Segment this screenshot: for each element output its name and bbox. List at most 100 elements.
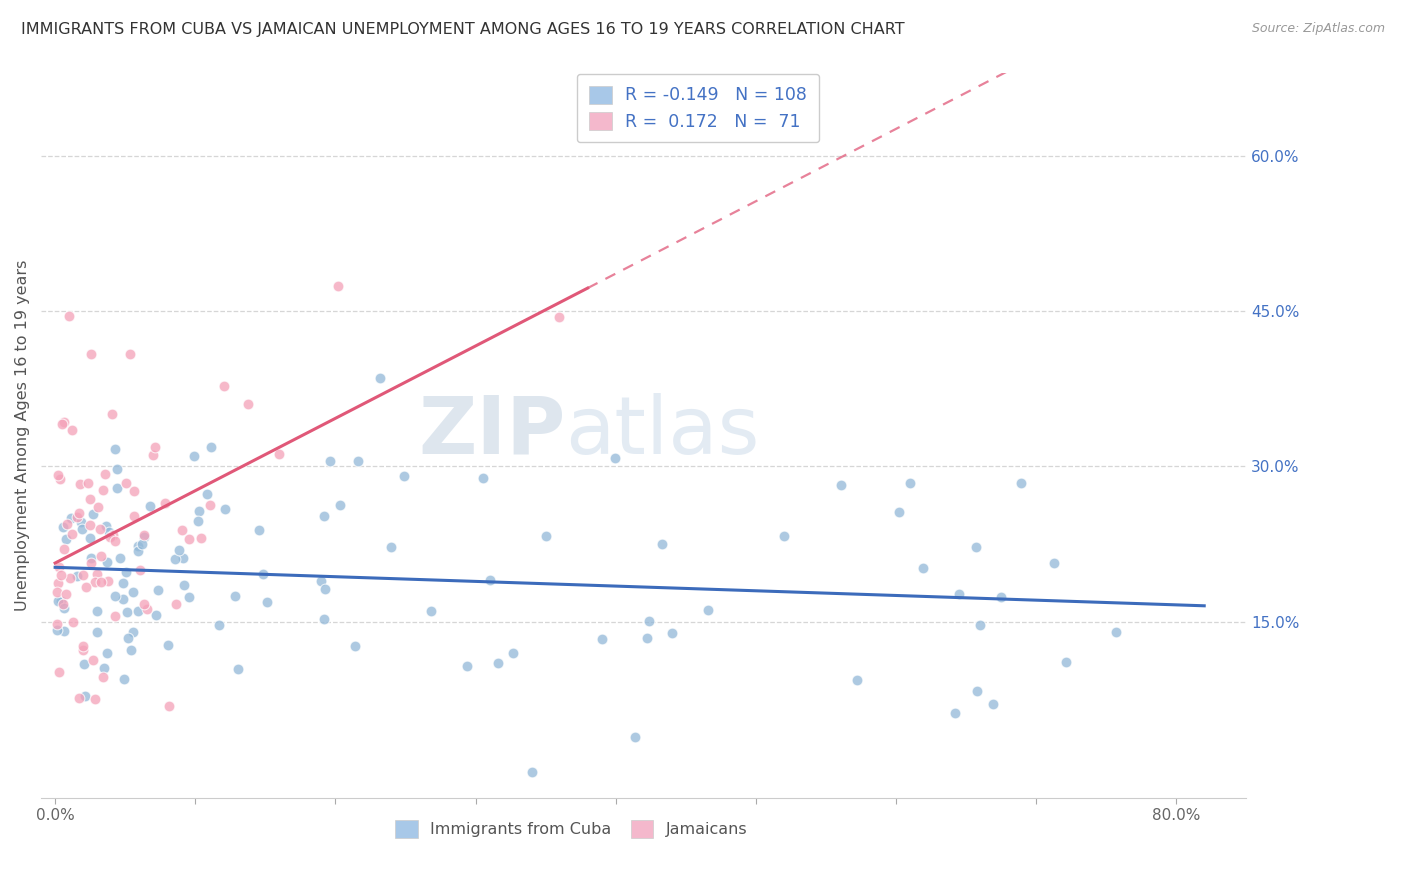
Point (72, 643, 94, 657)
Point (98, 530, 121, 544)
Point (51, 568, 73, 582)
Point (173, 577, 195, 591)
Point (312, 509, 335, 524)
Point (84, 691, 107, 706)
Point (111, 592, 134, 607)
Point (55, 533, 77, 547)
Point (965, 541, 987, 555)
Point (419, 604, 441, 618)
Text: Source: ZipAtlas.com: Source: ZipAtlas.com (1251, 22, 1385, 36)
Point (53, 601, 76, 615)
Point (329, 498, 352, 512)
Point (67, 690, 90, 705)
Point (132, 528, 155, 542)
Text: atlas: atlas (565, 392, 759, 471)
Point (190, 531, 212, 545)
Point (59, 572, 82, 586)
Point (46, 616, 69, 631)
Point (122, 585, 145, 599)
Point (135, 601, 157, 615)
Point (346, 454, 368, 468)
Point (86, 604, 108, 618)
Point (104, 609, 127, 624)
Point (142, 449, 165, 463)
Point (115, 476, 138, 491)
Text: IMMIGRANTS FROM CUBA VS JAMAICAN UNEMPLOYMENT AMONG AGES 16 TO 19 YEARS CORRELAT: IMMIGRANTS FROM CUBA VS JAMAICAN UNEMPLO… (21, 22, 904, 37)
Point (486, 656, 509, 670)
Point (314, 582, 336, 596)
Point (79, 531, 101, 545)
Point (105, 462, 128, 476)
Point (79, 518, 101, 533)
Point (198, 498, 221, 512)
Point (256, 595, 278, 609)
Point (328, 279, 350, 293)
Point (177, 590, 200, 604)
Point (127, 539, 149, 553)
Point (93, 661, 115, 675)
Point (51, 417, 73, 431)
Point (87, 500, 110, 514)
Point (183, 449, 205, 463)
Point (661, 625, 683, 640)
Point (46, 576, 69, 591)
Point (177, 533, 200, 547)
Point (127, 544, 149, 558)
Point (636, 631, 658, 645)
Point (108, 551, 131, 566)
Point (75, 689, 97, 703)
Point (132, 598, 155, 612)
Point (67, 506, 90, 520)
Point (591, 632, 613, 646)
Point (948, 587, 970, 601)
Point (84, 574, 107, 589)
Point (200, 440, 222, 454)
Point (73, 657, 96, 672)
Point (60, 511, 83, 525)
Point (80, 550, 103, 565)
Point (51, 593, 73, 607)
Point (46, 584, 69, 599)
Point (226, 662, 249, 676)
Point (46, 594, 69, 608)
Point (103, 528, 125, 542)
Point (79, 491, 101, 506)
Point (392, 469, 415, 483)
Point (309, 574, 332, 588)
Point (124, 509, 146, 524)
Point (170, 523, 193, 537)
Point (82, 507, 104, 521)
Point (80, 556, 103, 570)
Point (82, 653, 104, 667)
Point (208, 617, 231, 632)
Point (55, 587, 77, 601)
Point (212, 378, 235, 392)
Point (478, 574, 501, 588)
Point (77, 475, 100, 490)
Point (830, 478, 852, 492)
Point (187, 514, 209, 528)
Point (58, 309, 80, 323)
Point (66, 568, 89, 582)
Point (48, 560, 70, 574)
Point (624, 731, 647, 745)
Point (56, 517, 79, 532)
Point (60, 424, 83, 438)
Point (89, 522, 111, 536)
Point (120, 643, 142, 657)
Point (146, 582, 169, 597)
Point (471, 471, 494, 485)
Point (93, 467, 115, 481)
Point (114, 565, 136, 579)
Legend: Immigrants from Cuba, Jamaicans: Immigrants from Cuba, Jamaicans (389, 814, 754, 844)
Point (104, 442, 127, 457)
Point (157, 699, 180, 714)
Point (52, 624, 75, 638)
Point (69, 515, 91, 529)
Point (107, 482, 129, 496)
Text: ZIP: ZIP (418, 392, 565, 471)
Point (111, 575, 134, 590)
Point (97, 574, 120, 589)
Point (887, 505, 910, 519)
Point (456, 659, 478, 673)
